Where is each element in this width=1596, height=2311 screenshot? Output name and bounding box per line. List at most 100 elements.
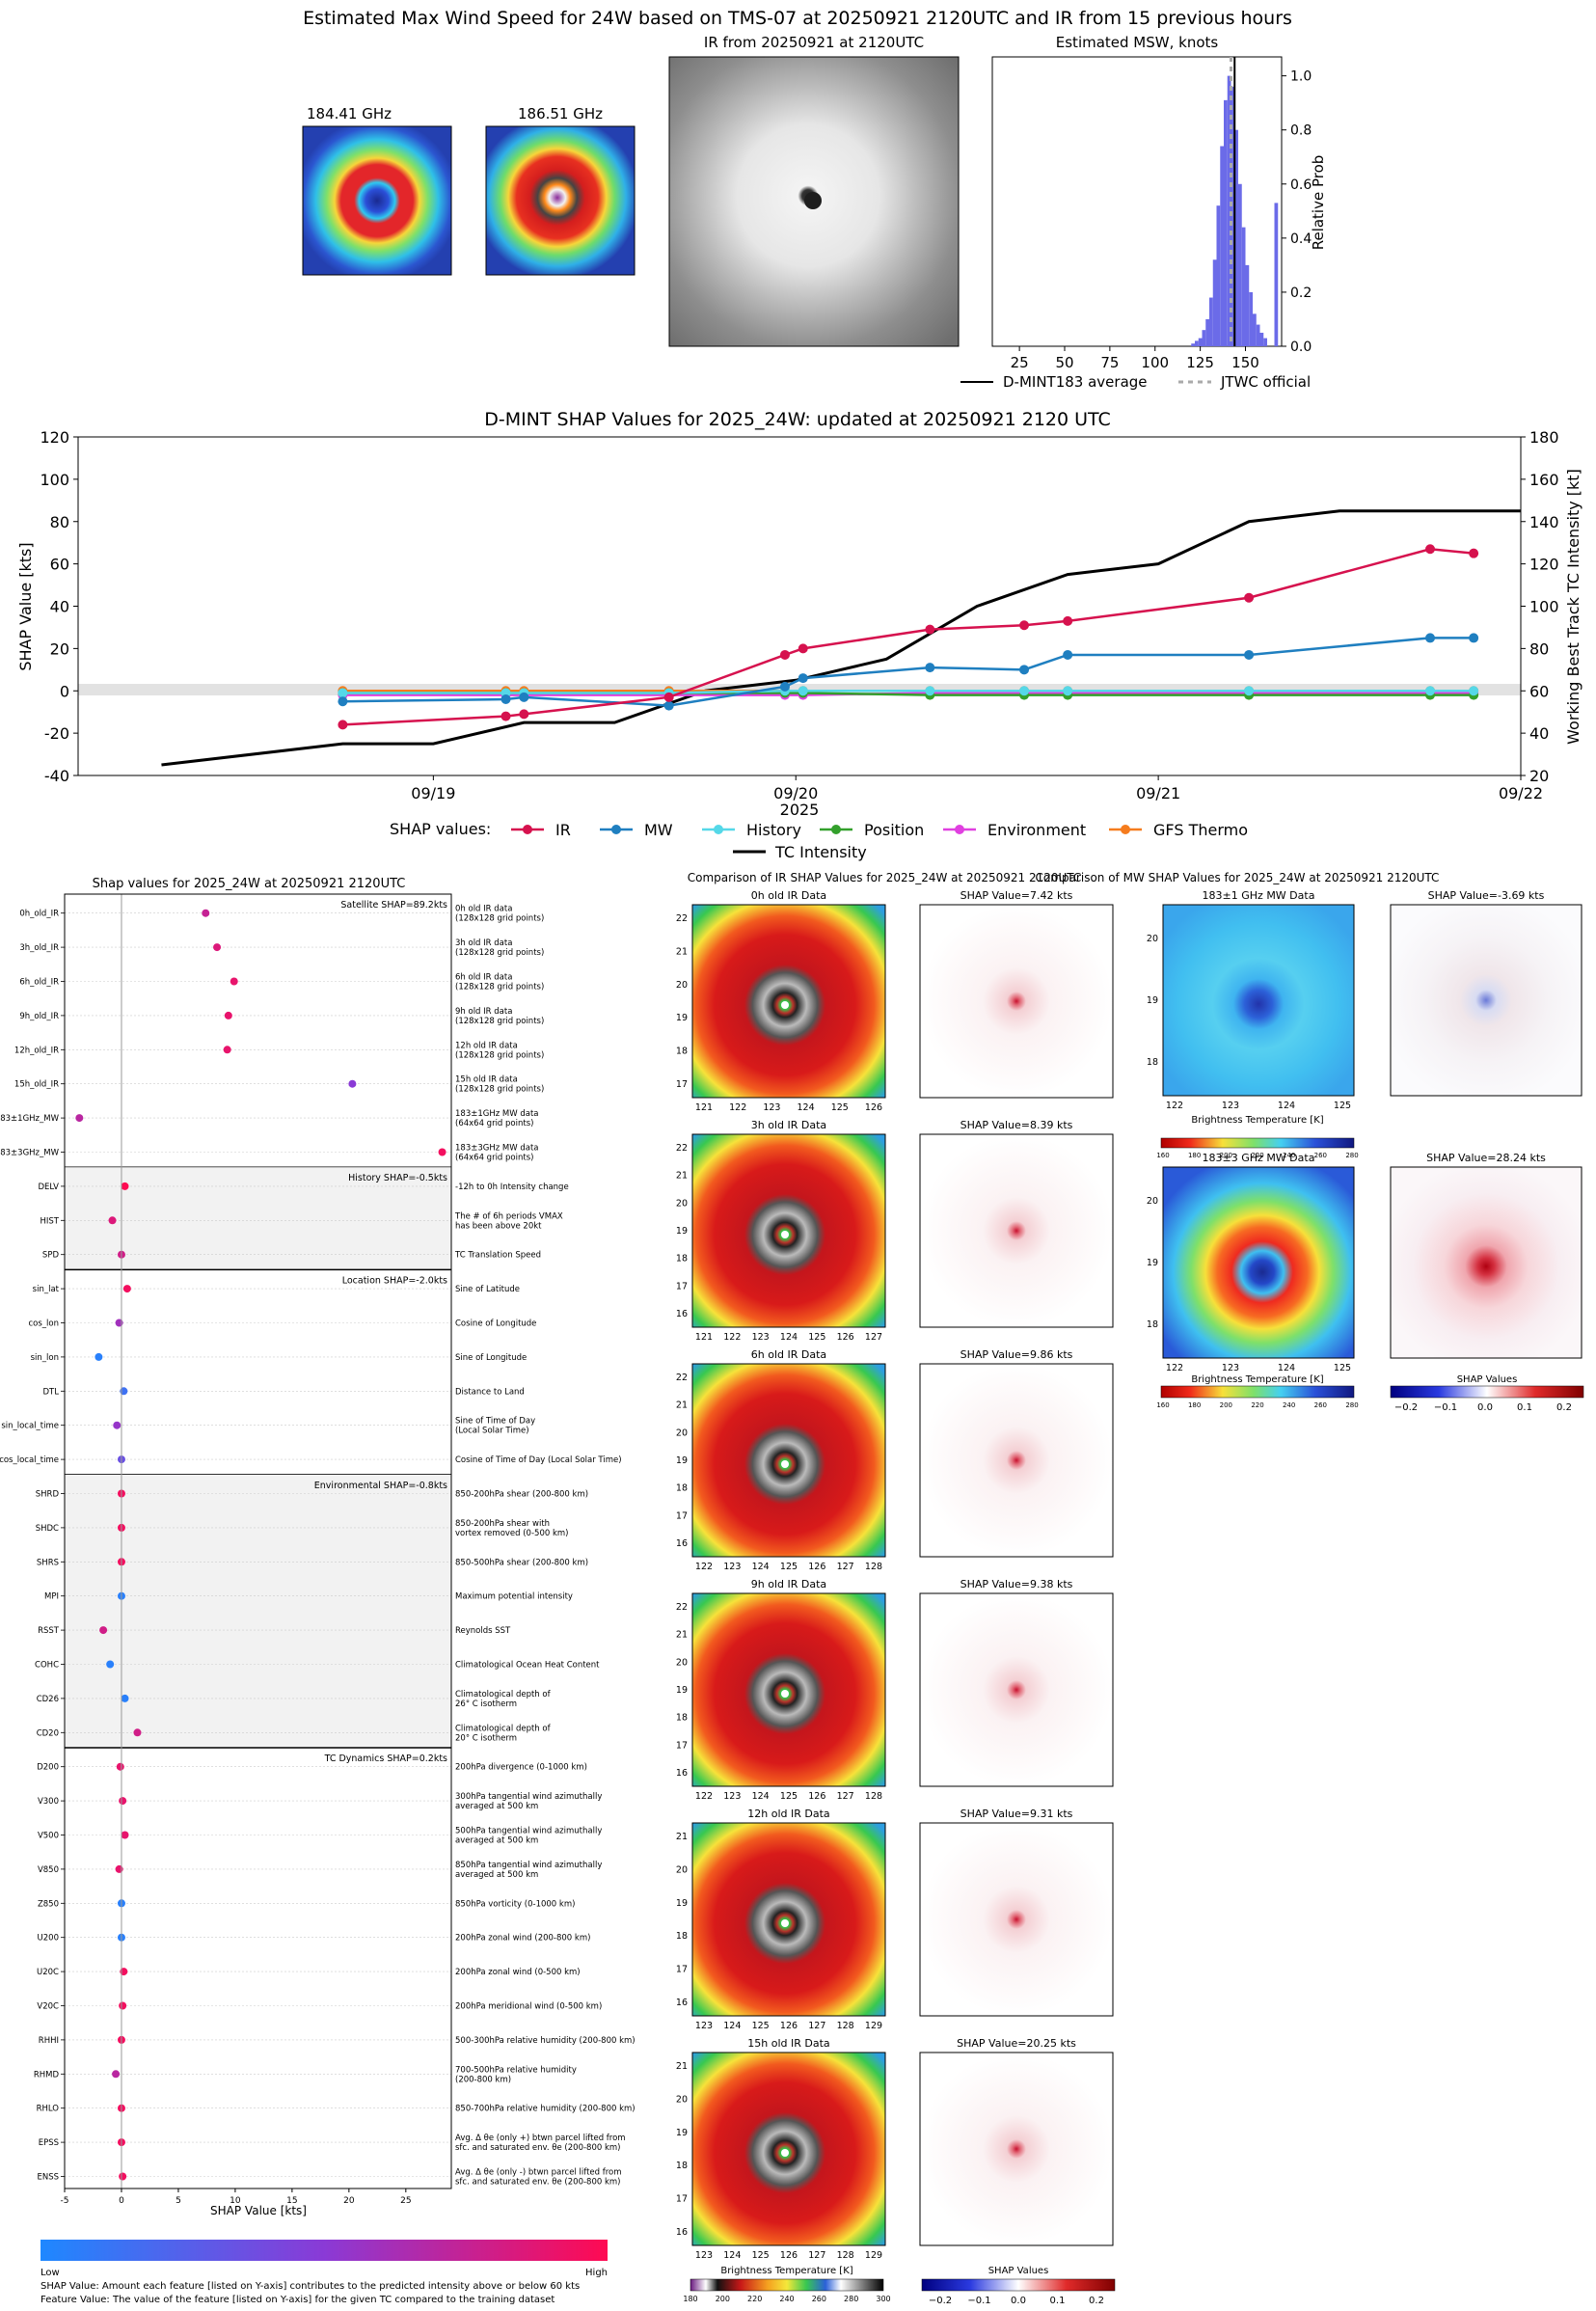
ir-panel-xtick-label: 126 (780, 2021, 798, 2031)
fp-feature-point (122, 1285, 131, 1293)
fp-xtick-label: -5 (61, 2196, 69, 2206)
ir-panel-ytick-label: 17 (676, 1510, 688, 1521)
fp-feature-name: COHC (35, 1661, 59, 1671)
ir-section-title: Comparison of IR SHAP Values for 2025_24… (688, 871, 1082, 884)
fp-feature-name: 0h_old_IR (19, 910, 59, 919)
fp-xtick-label: 5 (176, 2196, 181, 2206)
mw-184-image (302, 125, 452, 276)
ir-comparison: Comparison of IR SHAP Values for 2025_24… (676, 871, 1116, 2306)
fp-feature-name: V300 (38, 1797, 59, 1807)
ts-ytick-label: -20 (44, 724, 69, 743)
ir-panel-data-title: 9h old IR Data (751, 1578, 826, 1591)
ir-panel-data-image (691, 1592, 886, 1787)
ir-panel-ytick-label: 20 (676, 1427, 688, 1438)
fp-feature-desc: 200hPa zonal wind (0-500 km) (455, 1968, 581, 1977)
ts-intensity-line (161, 509, 1521, 767)
fp-feature-point (75, 1114, 84, 1123)
fp-colorbar (41, 2240, 608, 2261)
ts-y2tick-label: 100 (1529, 598, 1559, 616)
ir-panel-eye (781, 1460, 789, 1468)
ts-series-mw-point (519, 692, 529, 702)
fp-feature-name: V850 (38, 1865, 59, 1875)
fp-feature-desc: Avg. Δ θe (only -) btwn parcel lifted fr… (455, 2168, 622, 2178)
ir-panel-xtick-label: 125 (780, 1791, 798, 1802)
ir-panel-shap-image (919, 1363, 1114, 1558)
ir-panel-xtick-label: 123 (763, 1102, 780, 1113)
mw-comparison: Comparison of MW SHAP Values for 2025_24… (1036, 871, 1584, 1413)
mw-cbar-shap-tick: −0.2 (1394, 1402, 1418, 1413)
mw-panel-ytick-label: 19 (1147, 1258, 1158, 1268)
fp-feature-name: DTL (43, 1387, 60, 1397)
msw-bar (1216, 205, 1221, 346)
fp-feature-name: HIST (41, 1216, 60, 1226)
ts-ytick-label: 0 (60, 682, 69, 700)
fp-xtick-label: 0 (119, 2196, 124, 2206)
ts-series-ir-point (519, 709, 529, 720)
fp-feature-name: MPI (44, 1592, 59, 1602)
ir-cbar-bt-tick: 220 (747, 2295, 762, 2303)
fp-feature-desc: 6h old IR data (455, 973, 512, 983)
ir-panel-xtick-label: 126 (865, 1102, 882, 1113)
ir-panel-xtick-label: 127 (837, 1562, 854, 1572)
msw-bar (1191, 343, 1195, 346)
msw-xtick-label: 50 (1055, 354, 1073, 371)
ts-series-ir-point (925, 624, 935, 635)
fp-feature-name: sin_local_time (1, 1422, 59, 1431)
fp-feature-name: U200 (38, 1934, 59, 1944)
mw-panel-xtick-label: 122 (1166, 1101, 1183, 1111)
ir-cbar-shap (921, 2278, 1116, 2292)
fp-feature-name: sin_lon (31, 1353, 59, 1363)
ir-panel-eye (781, 2149, 789, 2157)
ir-panel-ytick-label: 20 (676, 2094, 688, 2105)
fp-feature-name: SPD (42, 1251, 60, 1261)
ts-series-ir-point (1019, 620, 1030, 631)
ts-legend-mw-marker (611, 825, 621, 834)
ts-ytick-label: 120 (40, 428, 69, 447)
fp-xtick-label: 15 (286, 2196, 297, 2206)
msw-xtick-label: 100 (1141, 354, 1169, 371)
fp-feature-point (121, 1182, 129, 1190)
ts-series-ir-point (663, 692, 674, 702)
ir-big-eye (804, 192, 822, 209)
fp-group-band (65, 1167, 451, 1270)
ts-series-ir-point (798, 643, 808, 654)
mw-186-image (485, 125, 636, 276)
fp-feature-name: EPSS (39, 2138, 59, 2148)
mw-panel-data-image (1162, 904, 1355, 1097)
mw-panel-shap-title: SHAP Value=28.24 kts (1426, 1152, 1546, 1164)
msw-ytick-label: 0.2 (1290, 285, 1312, 301)
msw-bar (1245, 264, 1250, 346)
ir-cbar-shap-tick: 0.2 (1089, 2296, 1104, 2306)
mw-cbar-shap-tick: −0.1 (1434, 1402, 1457, 1413)
ir-panel-data-title: 3h old IR Data (751, 1119, 826, 1131)
fp-feature-point (224, 1011, 232, 1020)
fp-feature-desc: Maximum potential intensity (455, 1592, 573, 1602)
mw-cbar-bt-tick: 200 (1220, 1401, 1232, 1409)
ir-panel-xtick-label: 122 (695, 1791, 713, 1802)
ir-panel-data-title: 12h old IR Data (747, 1808, 829, 1820)
ts-legend-history-marker (714, 825, 723, 834)
ir-cbar-bt-tick: 280 (844, 2295, 858, 2303)
ir-panel-ytick-label: 20 (676, 980, 688, 991)
msw-xtick-label: 25 (1011, 354, 1029, 371)
ts-legend-position-label: Position (864, 821, 924, 839)
ir-panel-ytick-label: 18 (676, 1254, 688, 1264)
ir-panel-xtick-label: 127 (837, 1791, 854, 1802)
ir-panel-xtick-label: 124 (752, 1791, 770, 1802)
mw-184-title: 184.41 GHz (307, 105, 392, 122)
ir-panel-shap-title: SHAP Value=20.25 kts (957, 2037, 1076, 2050)
msw-ylabel: Relative Prob (1310, 155, 1327, 251)
ir-panel-ytick-label: 16 (676, 1768, 688, 1779)
ir-panel-xtick-label: 124 (723, 2021, 741, 2031)
ts-series-ir-point (338, 720, 348, 730)
ts-xlabel: 2025 (780, 801, 820, 819)
ir-panel-shap-image (919, 1592, 1114, 1787)
ir-panel-ytick-label: 19 (676, 1898, 688, 1909)
msw-ytick-label: 0.0 (1290, 340, 1312, 355)
fp-feature-desc: Sine of Latitude (455, 1285, 520, 1294)
ts-series-ir-point (779, 649, 790, 660)
ts-title: D-MINT SHAP Values for 2025_24W: updated… (484, 409, 1111, 430)
ts-ylabel: SHAP Value [kts] (16, 542, 35, 670)
ts-series-mw-point (1425, 633, 1436, 643)
